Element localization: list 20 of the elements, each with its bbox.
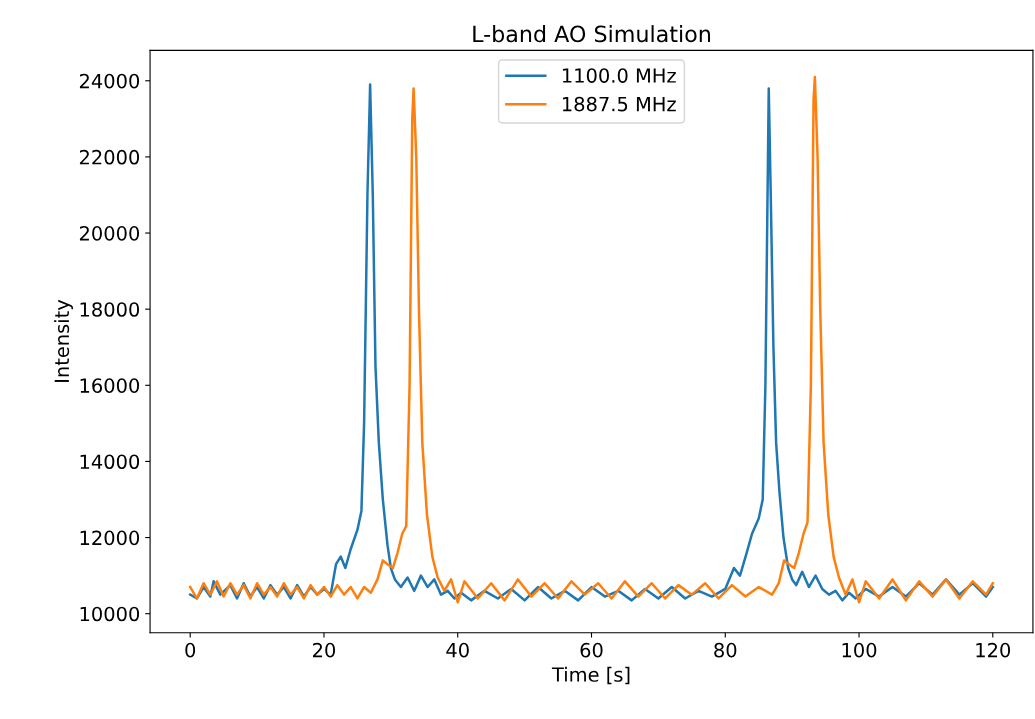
y-tick-label: 18000	[80, 302, 140, 317]
y-tick-label: 16000	[80, 378, 140, 393]
x-tick-label: 60	[580, 642, 603, 658]
y-tick-label: 14000	[80, 454, 140, 470]
x-tick-label: 80	[714, 642, 737, 658]
x-axis-title: Time [s]	[551, 666, 630, 685]
legend-label: 1887.5 MHz	[562, 96, 676, 112]
y-tick-label: 10000	[80, 606, 140, 622]
x-tick-label: 0	[185, 642, 196, 658]
legend-label: 1100.0 MHz	[562, 68, 676, 83]
y-tick-label: 20000	[79, 226, 140, 241]
x-tick-label: 40	[446, 642, 469, 658]
x-tick-label: 100	[842, 642, 877, 658]
y-tick-label: 22000	[79, 149, 140, 165]
x-tick-label: 20	[313, 642, 336, 658]
chart-title: L-band AO Simulation	[473, 25, 710, 43]
y-tick-label: 24000	[79, 73, 140, 89]
x-tick-label: 120	[976, 642, 1011, 658]
y-axis-title: Intensity	[54, 299, 73, 382]
y-tick-label: 12000	[80, 530, 140, 546]
